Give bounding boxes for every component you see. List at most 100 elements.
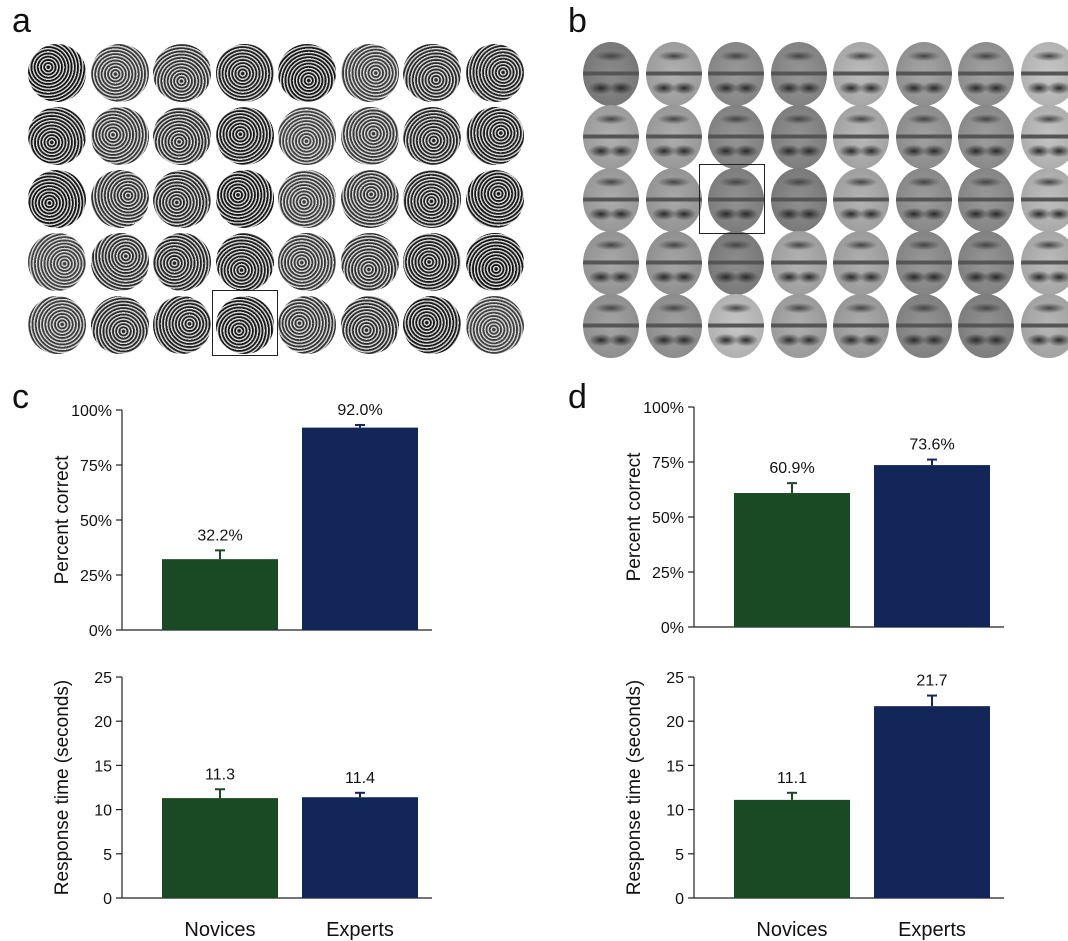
face-thumbnail: [770, 231, 827, 295]
fingerprint-thumbnail: [403, 296, 461, 354]
category-label: Experts: [326, 919, 394, 941]
face-thumbnail: [958, 231, 1014, 295]
fingerprint-grid: [28, 42, 528, 357]
fingerprint-thumbnail: [340, 44, 399, 102]
face-thumbnail: [770, 168, 827, 232]
panel-letter-d: d: [568, 378, 587, 416]
fingerprint-thumbnail: [153, 296, 211, 354]
y-tick-label: 25: [666, 670, 684, 687]
fingerprint-thumbnail: [153, 233, 211, 291]
data-label: 32.2%: [197, 527, 242, 544]
fingerprint-thumbnail: [465, 107, 524, 165]
face-thumbnail: [708, 42, 764, 106]
y-tick-label: 25%: [652, 565, 684, 582]
chart-d-percent-correct: 0% 25% 50% 75% 100% Percent correct 60.9% 73.6%: [624, 400, 1004, 637]
chart-c-percent-correct: 0% 25% 50% 75% 100% Percent correct 32.2% 92.0%: [52, 402, 432, 640]
fingerprint-thumbnail: [403, 170, 461, 228]
face-thumbnail: [583, 168, 639, 232]
y-tick-label: 0: [675, 891, 684, 908]
face-thumbnail: [1020, 105, 1068, 169]
face-thumbnail: [1020, 231, 1068, 295]
fingerprint-thumbnail: [340, 107, 399, 165]
face-thumbnail: [958, 42, 1014, 106]
fingerprint-thumbnail: [90, 107, 149, 165]
face-thumbnail: [770, 105, 827, 169]
fingerprint-thumbnail: [465, 296, 524, 354]
face-thumbnail: [583, 105, 639, 169]
face-grid: [580, 42, 1068, 358]
y-tick-label: 10: [94, 803, 112, 820]
face-thumbnail: [708, 231, 764, 295]
fingerprint-thumbnail: [90, 233, 149, 291]
selected-item-box: [699, 164, 765, 234]
fingerprint-thumbnail: [90, 44, 149, 102]
fingerprint-thumbnail: [465, 233, 524, 291]
fingerprint-thumbnail: [278, 233, 336, 291]
face-thumbnail: [833, 105, 889, 169]
fingerprint-thumbnail: [215, 170, 274, 228]
panel-letter-c: c: [12, 378, 29, 416]
face-thumbnail: [833, 294, 889, 358]
y-tick-label: 15: [94, 758, 112, 775]
category-label: Experts: [898, 919, 966, 941]
y-tick-label: 5: [103, 847, 112, 864]
fingerprint-thumbnail: [278, 296, 336, 354]
face-thumbnail: [645, 168, 702, 232]
fingerprint-thumbnail: [28, 170, 86, 228]
bar-experts: [874, 706, 990, 898]
y-tick-label: 50%: [80, 513, 112, 530]
y-axis-label: Response time (seconds): [52, 680, 73, 895]
y-tick-label: 10: [666, 803, 684, 820]
category-label: Novices: [756, 919, 827, 941]
face-thumbnail: [895, 231, 952, 295]
fingerprint-thumbnail: [28, 44, 86, 102]
face-thumbnail: [833, 42, 889, 106]
panel-letter-b: b: [568, 2, 587, 40]
face-thumbnail: [645, 105, 702, 169]
face-thumbnail: [1020, 42, 1068, 106]
data-label: 73.6%: [909, 437, 954, 454]
fingerprint-thumbnail: [215, 233, 274, 291]
bar-novices: [162, 798, 278, 898]
face-thumbnail: [1020, 294, 1068, 358]
face-thumbnail: [645, 294, 702, 358]
category-label: Novices: [184, 919, 255, 941]
fingerprint-thumbnail: [90, 170, 149, 228]
fingerprint-thumbnail: [403, 233, 461, 291]
fingerprint-thumbnail: [153, 44, 211, 102]
y-tick-label: 100%: [643, 400, 684, 417]
y-tick-label: 20: [666, 714, 684, 731]
bar-experts: [302, 427, 418, 630]
bar-novices: [162, 559, 278, 630]
fingerprint-thumbnail: [153, 170, 211, 228]
face-thumbnail: [645, 231, 702, 295]
panel-letter-a: a: [12, 2, 31, 40]
fingerprint-thumbnail: [465, 44, 524, 102]
face-thumbnail: [645, 42, 702, 106]
fingerprint-thumbnail: [465, 170, 524, 228]
face-thumbnail: [583, 294, 639, 358]
y-tick-label: 100%: [71, 403, 112, 420]
face-thumbnail: [895, 42, 952, 106]
fingerprint-thumbnail: [90, 296, 149, 354]
face-thumbnail: [895, 168, 952, 232]
face-thumbnail: [958, 294, 1014, 358]
data-label: 11.3: [205, 766, 235, 783]
y-axis-label: Percent correct: [52, 455, 73, 585]
y-axis-label: Response time (seconds): [624, 680, 645, 895]
y-tick-label: 0%: [661, 620, 684, 637]
selected-item-box: [211, 290, 278, 356]
bar-novices: [734, 799, 850, 898]
fingerprint-thumbnail: [153, 107, 211, 165]
face-thumbnail: [583, 231, 639, 295]
fingerprint-thumbnail: [340, 296, 399, 354]
face-thumbnail: [770, 42, 827, 106]
y-tick-label: 25: [94, 670, 112, 687]
face-thumbnail: [770, 294, 827, 358]
fingerprint-thumbnail: [215, 44, 274, 102]
data-label: 92.0%: [337, 402, 382, 419]
y-tick-label: 0%: [89, 623, 112, 640]
face-thumbnail: [708, 105, 764, 169]
face-thumbnail: [833, 168, 889, 232]
fingerprint-thumbnail: [28, 296, 86, 354]
